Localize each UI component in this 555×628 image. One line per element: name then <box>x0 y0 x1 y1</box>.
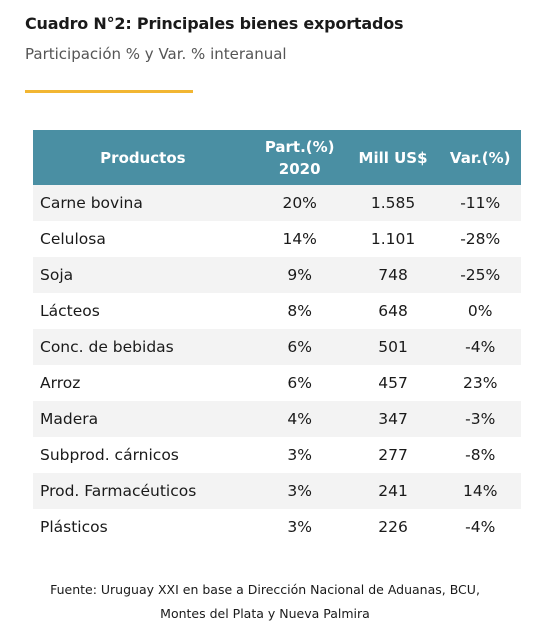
value-cell: -4% <box>465 518 496 536</box>
value-cell: 23% <box>462 374 498 392</box>
value-cell: 14% <box>282 230 317 248</box>
header-row: Productos Part.(%) 2020 Mill US$ Var.(%) <box>33 130 521 185</box>
value-cell: -28% <box>460 230 501 248</box>
value-cell: 241 <box>346 473 440 509</box>
value-cell: 14% <box>439 473 521 509</box>
value-cell: 6% <box>287 374 312 392</box>
value-cell: -3% <box>439 401 521 437</box>
source-line: Fuente: Uruguay XXI en base a Dirección … <box>50 582 480 597</box>
product-cell: Soja <box>33 257 253 293</box>
table-row: Plásticos 3% 226 -4% <box>33 509 521 545</box>
value-cell: -11% <box>439 185 521 221</box>
product-cell: Lácteos <box>40 302 100 320</box>
title: Cuadro N°2: Principales bienes exportado… <box>25 14 404 33</box>
value-cell: 347 <box>346 401 440 437</box>
table-row: Lácteos 8% 648 0% <box>33 293 521 329</box>
product-cell: Conc. de bebidas <box>33 329 253 365</box>
product-cell: Celulosa <box>40 230 106 248</box>
accent-rule <box>25 90 193 93</box>
source-note: Fuente: Uruguay XXI en base a Dirección … <box>0 578 530 626</box>
value-cell: 648 <box>378 302 408 320</box>
value-cell: 3% <box>287 518 312 536</box>
column-header: Mill US$ <box>346 130 440 185</box>
table-row: Carne bovina 20% 1.585 -11% <box>33 185 521 221</box>
product-cell: Arroz <box>40 374 81 392</box>
value-cell: 20% <box>252 185 347 221</box>
column-header: Var.(%) <box>439 130 521 185</box>
value-cell: 457 <box>378 374 408 392</box>
table-row: Soja 9% 748 -25% <box>33 257 521 293</box>
product-cell: Subprod. cárnicos <box>40 446 179 464</box>
value-cell: 277 <box>378 446 408 464</box>
value-cell: 3% <box>252 473 347 509</box>
product-cell: Prod. Farmacéuticos <box>33 473 253 509</box>
value-cell: 0% <box>467 302 493 320</box>
product-cell: Carne bovina <box>33 185 253 221</box>
table-row: Celulosa 14% 1.101 -28% <box>33 221 521 257</box>
table-head: Productos Part.(%) 2020 Mill US$ Var.(%) <box>33 130 521 185</box>
value-cell: -8% <box>465 446 496 464</box>
value-cell: -4% <box>439 329 521 365</box>
value-cell: 3% <box>287 446 312 464</box>
value-cell: 9% <box>252 257 347 293</box>
table-body: Carne bovina 20% 1.585 -11% Celulosa 14% 1.101… <box>33 185 521 545</box>
value-cell: -25% <box>439 257 521 293</box>
value-cell: 226 <box>378 518 408 536</box>
value-cell: 4% <box>252 401 347 437</box>
value-cell: 6% <box>252 329 347 365</box>
column-header: Part.(%) 2020 <box>252 130 347 185</box>
product-cell: Plásticos <box>40 518 108 536</box>
value-cell: 1.101 <box>370 230 416 248</box>
subtitle: Participación % y Var. % interanual <box>25 45 287 63</box>
product-cell: Madera <box>33 401 253 437</box>
value-cell: 8% <box>287 302 312 320</box>
column-header: Productos <box>33 130 253 185</box>
table-row: Madera 4% 347 -3% <box>33 401 521 437</box>
value-cell: 501 <box>346 329 440 365</box>
value-cell: 748 <box>346 257 440 293</box>
table-row: Subprod. cárnicos 3% 277 -8% <box>33 437 521 473</box>
table-row: Conc. de bebidas 6% 501 -4% <box>33 329 521 365</box>
value-cell: 1.585 <box>346 185 440 221</box>
table-row: Prod. Farmacéuticos 3% 241 14% <box>33 473 521 509</box>
table-row: Arroz 6% 457 23% <box>33 365 521 401</box>
source-line: Montes del Plata y Nueva Palmira <box>160 606 370 621</box>
exports-table: Productos Part.(%) 2020 Mill US$ Var.(%) Ca… <box>33 130 521 545</box>
